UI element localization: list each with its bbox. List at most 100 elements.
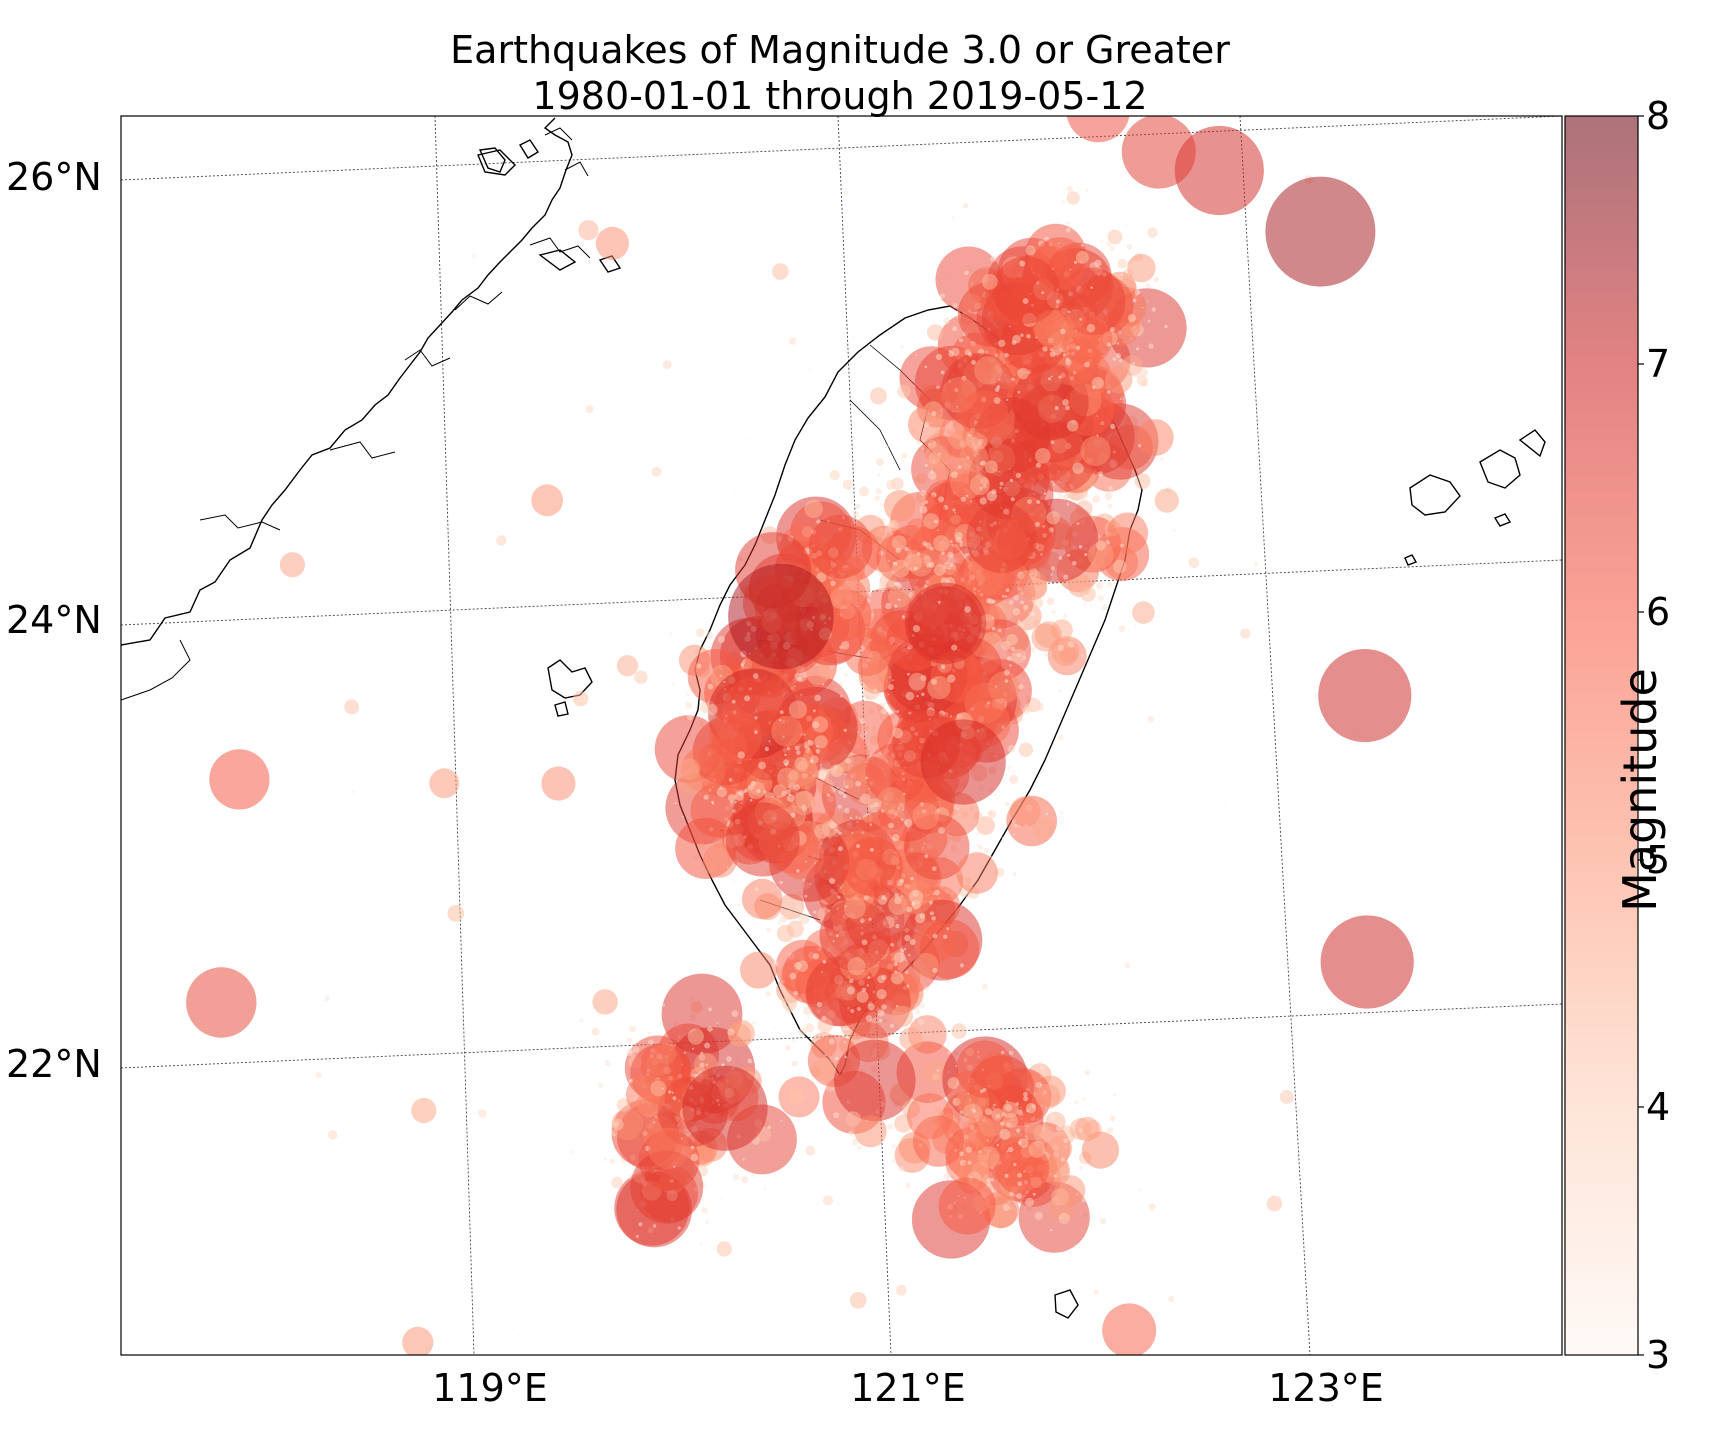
earthquake-point-1960 xyxy=(740,951,777,989)
earthquake-point-2295 xyxy=(909,939,916,945)
earthquake-point-1465 xyxy=(957,465,962,470)
earthquake-point-434 xyxy=(1062,614,1068,619)
earthquake-point-3995 xyxy=(840,641,850,650)
earthquake-point-3249 xyxy=(962,1116,995,1149)
earthquake-point-1645 xyxy=(908,672,926,691)
earthquake-point-3303 xyxy=(741,1176,749,1184)
earthquake-point-1781 xyxy=(849,816,852,820)
earthquake-point-3523 xyxy=(630,1150,704,1224)
earthquake-point-4125 xyxy=(554,1149,557,1152)
earthquake-point-1314 xyxy=(924,500,929,504)
earthquake-point-1789 xyxy=(887,693,890,696)
earthquake-point-884 xyxy=(1046,597,1055,606)
earthquake-point-4041 xyxy=(330,574,333,576)
earthquake-point-3635 xyxy=(1156,284,1158,286)
colorbar-tick-label-7: 7 xyxy=(1646,342,1671,386)
colorbar-gradient xyxy=(1565,116,1638,1355)
earthquake-point-666 xyxy=(928,471,937,480)
earthquake-point-2464 xyxy=(685,692,690,696)
colorbar-tick-label-8: 8 xyxy=(1646,94,1671,138)
earthquake-point-1716 xyxy=(770,1007,773,1010)
earthquake-point-2831 xyxy=(873,688,877,693)
earthquake-point-879 xyxy=(1107,503,1113,509)
earthquake-point-171 xyxy=(1096,582,1104,590)
earthquake-point-2179 xyxy=(904,934,911,942)
earthquake-point-3849 xyxy=(1086,324,1096,333)
earthquake-point-1674 xyxy=(894,604,898,608)
earthquake-point-1337 xyxy=(1012,833,1015,836)
earthquake-point-4098 xyxy=(496,535,507,546)
earthquake-point-2344 xyxy=(850,1009,855,1013)
earthquake-point-856 xyxy=(1046,511,1060,525)
earthquake-point-2632 xyxy=(833,765,838,770)
earthquake-point-649 xyxy=(1028,611,1030,614)
earthquake-point-4131 xyxy=(1006,398,1009,401)
earthquake-point-1050 xyxy=(979,497,987,505)
earthquake-point-3761 xyxy=(1136,375,1148,387)
earthquake-point-2390 xyxy=(892,833,900,842)
earthquake-point-4114 xyxy=(843,190,849,196)
earthquake-point-3296 xyxy=(619,1023,622,1026)
earthquake-point-2147 xyxy=(895,924,900,929)
earthquake-point-1530 xyxy=(993,793,997,797)
earthquake-point-4080 xyxy=(835,199,837,202)
earthquake-point-4040 xyxy=(793,784,801,791)
earthquake-point-3536 xyxy=(692,1047,695,1050)
earthquake-point-302 xyxy=(951,215,955,219)
earthquake-point-1673 xyxy=(904,582,987,664)
earthquake-point-1316 xyxy=(1007,766,1011,770)
earthquake-point-2367 xyxy=(817,1017,833,1034)
earthquake-point-1648 xyxy=(907,647,910,650)
earthquake-point-1650 xyxy=(859,718,866,724)
earthquake-point-4101 xyxy=(345,597,347,600)
earthquake-point-3165 xyxy=(1138,1188,1142,1192)
earthquake-point-4077 xyxy=(1301,628,1304,631)
earthquake-point-4140 xyxy=(471,254,476,258)
earthquake-point-3861 xyxy=(878,583,887,593)
earthquake-point-211 xyxy=(1030,647,1036,653)
earthquake-point-4134 xyxy=(1156,792,1159,795)
earthquake-point-3969 xyxy=(843,628,892,676)
earthquake-point-1703 xyxy=(785,1045,791,1051)
earthquake-point-3426 xyxy=(720,1198,724,1202)
earthquake-point-2833 xyxy=(814,735,828,749)
earthquake-point-754 xyxy=(1087,542,1114,569)
earthquake-point-608 xyxy=(992,212,994,215)
earthquake-point-3843 xyxy=(1091,376,1104,390)
earthquake-point-3174 xyxy=(1008,1146,1014,1153)
earthquake-point-2109 xyxy=(772,960,779,967)
earthquake-point-2868 xyxy=(784,753,787,757)
earthquake-point-4141 xyxy=(782,995,798,1011)
earthquake-point-3510 xyxy=(638,1222,643,1227)
earthquake-point-3039 xyxy=(1025,1197,1035,1207)
earthquake-point-2563 xyxy=(804,894,808,898)
earthquake-point-2197 xyxy=(901,949,905,953)
earthquake-point-2743 xyxy=(674,802,677,805)
earthquake-point-1085 xyxy=(991,626,996,631)
earthquake-point-1699 xyxy=(947,674,956,683)
earthquake-point-703 xyxy=(1082,594,1088,599)
earthquake-point-3213 xyxy=(1063,1138,1069,1144)
earthquake-point-180 xyxy=(1112,357,1117,361)
earthquake-point-3827 xyxy=(1127,313,1137,323)
earthquake-point-3829 xyxy=(1035,309,1075,350)
earthquake-point-4167 xyxy=(682,1065,768,1151)
earthquake-point-160 xyxy=(1089,603,1093,607)
earthquake-point-2835 xyxy=(723,680,726,683)
earthquake-point-3388 xyxy=(708,1007,712,1012)
earthquake-point-1637 xyxy=(922,447,925,450)
earthquake-point-2851 xyxy=(764,746,770,752)
earthquake-point-1611 xyxy=(933,535,950,552)
earthquake-point-4157 xyxy=(1035,462,1041,468)
earthquake-point-4136 xyxy=(1220,1266,1223,1268)
earthquake-point-3837 xyxy=(1090,286,1093,289)
earthquake-point-4034 xyxy=(595,226,630,260)
earthquake-point-2343 xyxy=(859,918,865,924)
earthquake-point-3994 xyxy=(816,519,821,524)
earthquake-point-1555 xyxy=(938,496,945,503)
earthquake-point-2134 xyxy=(912,952,940,980)
earthquake-point-2082 xyxy=(796,1000,800,1004)
earthquake-point-4047 xyxy=(1120,398,1122,401)
earthquake-point-4156 xyxy=(1168,1295,1175,1303)
earthquake-point-1538 xyxy=(988,598,994,605)
